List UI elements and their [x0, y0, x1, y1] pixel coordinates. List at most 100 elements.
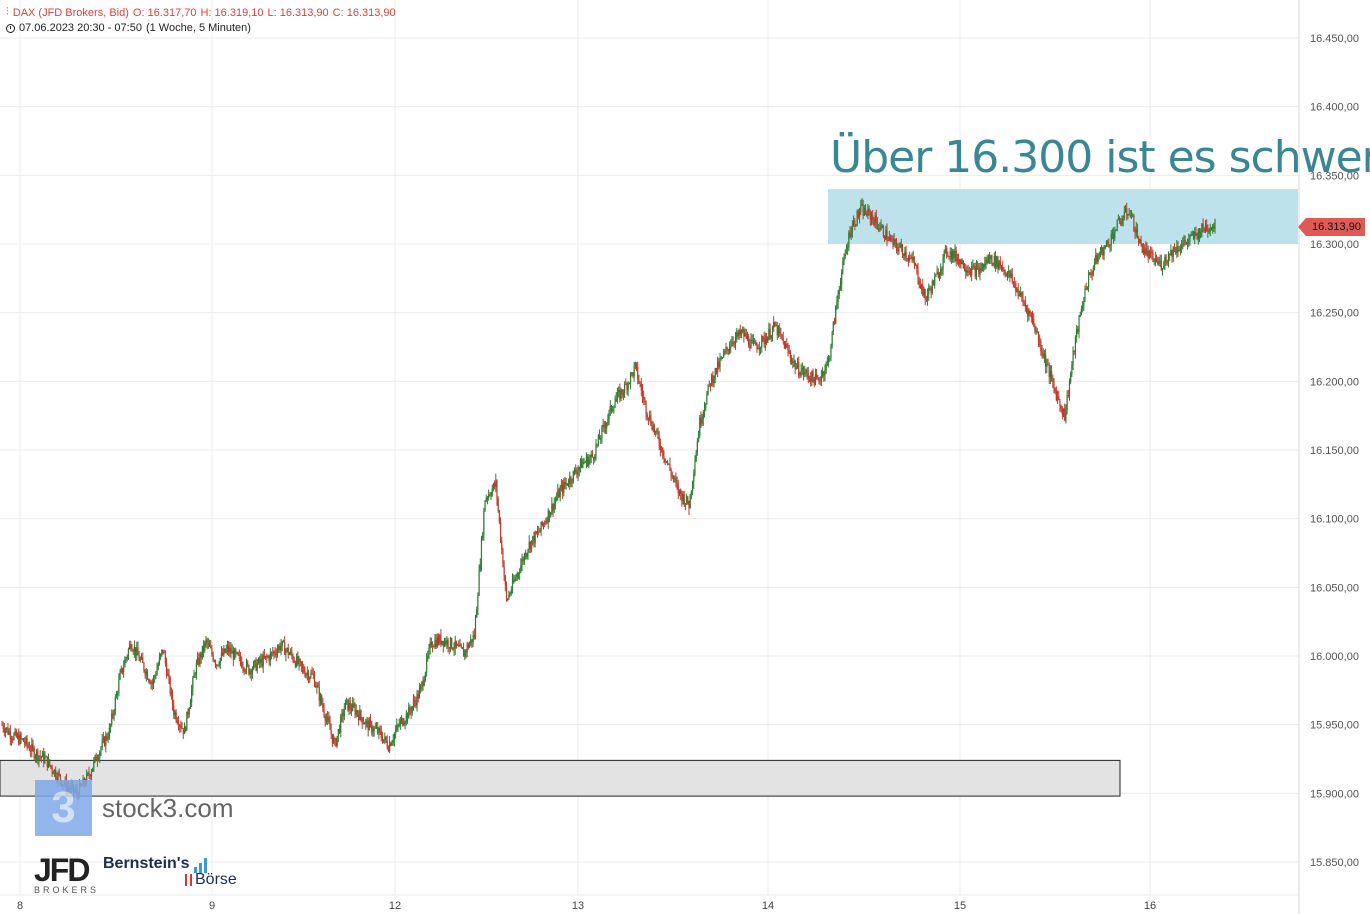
- candle-body: [526, 553, 528, 558]
- candle-body: [1111, 233, 1114, 235]
- candle-body: [1177, 246, 1179, 252]
- candle-body: [947, 254, 949, 256]
- candle-body: [298, 659, 300, 664]
- candle-body: [472, 635, 474, 643]
- candle-body: [1169, 253, 1171, 256]
- candle-body: [1029, 311, 1031, 314]
- candle-body: [378, 728, 380, 733]
- candle-body: [46, 756, 48, 768]
- candle-body: [581, 459, 583, 468]
- candle-body: [40, 756, 42, 758]
- candle-body: [146, 671, 149, 680]
- candle-body: [527, 549, 529, 554]
- candle-body: [1209, 228, 1211, 232]
- candle-body: [918, 280, 920, 285]
- candle-body: [52, 771, 54, 775]
- candle-body: [1151, 252, 1153, 254]
- candle-body: [825, 362, 827, 371]
- candle-body: [160, 653, 162, 658]
- candle-body: [94, 755, 96, 761]
- candle-body: [2, 724, 4, 730]
- candle-body: [180, 725, 182, 728]
- candle-body: [823, 371, 825, 376]
- candle-body: [1065, 409, 1067, 421]
- candle-body: [381, 737, 384, 743]
- candle-body: [1086, 287, 1088, 290]
- x-tick-label: 15: [954, 900, 966, 912]
- candle-body: [1031, 317, 1034, 319]
- candle-body: [650, 415, 652, 425]
- candle-body: [496, 480, 498, 499]
- candle-body: [275, 653, 277, 655]
- candle-body: [307, 672, 310, 680]
- candle-body: [515, 577, 517, 579]
- candle-body: [529, 542, 531, 549]
- candle-body: [544, 523, 546, 525]
- candle-body: [517, 573, 520, 575]
- candle-body: [420, 686, 422, 690]
- candle-body: [241, 661, 243, 668]
- candle-body: [156, 668, 158, 676]
- candle-body: [226, 645, 229, 649]
- candle-body: [819, 380, 821, 382]
- candle-body: [591, 454, 593, 458]
- candle-body: [1176, 246, 1178, 254]
- candle-body: [195, 663, 198, 675]
- candle-body: [1203, 228, 1205, 231]
- candle-body: [750, 339, 752, 349]
- candle-body: [629, 373, 632, 384]
- candle-body: [1067, 394, 1069, 396]
- candle-body: [1004, 269, 1006, 274]
- candle-body: [1198, 229, 1201, 238]
- candle-body: [439, 634, 441, 644]
- stock3-logo: 3: [35, 780, 92, 836]
- candle-body: [44, 757, 46, 763]
- candle-body: [783, 341, 786, 349]
- candle-body: [1008, 271, 1010, 274]
- candle-body: [405, 713, 407, 722]
- candle-body: [1056, 396, 1059, 401]
- candle-body: [968, 271, 970, 273]
- candle-body: [635, 362, 638, 367]
- candle-body: [102, 737, 104, 741]
- candle-body: [832, 321, 834, 333]
- candle-body: [201, 645, 203, 658]
- candle-body: [836, 302, 838, 306]
- candle-body: [864, 208, 867, 215]
- candle-body: [925, 298, 927, 300]
- candle-body: [325, 718, 328, 721]
- candle-body: [660, 447, 663, 451]
- y-tick-label: 16.000,00: [1310, 651, 1359, 663]
- candle-body: [396, 725, 398, 731]
- candle-body: [217, 664, 219, 666]
- candle-body: [1200, 233, 1202, 238]
- candle-body: [1124, 208, 1127, 212]
- candle-body: [757, 347, 759, 350]
- candle-body: [107, 738, 109, 740]
- candle-body: [640, 384, 642, 391]
- candle-body: [564, 482, 566, 485]
- candle-body: [445, 640, 447, 645]
- candle-body: [411, 706, 413, 713]
- candle-body: [627, 382, 629, 390]
- candle-body: [310, 673, 312, 678]
- candle-body: [961, 260, 963, 265]
- candle-body: [731, 341, 733, 347]
- candle-body: [683, 494, 685, 505]
- candle-body: [374, 727, 376, 729]
- candle-body: [421, 681, 423, 687]
- candle-body: [901, 247, 904, 254]
- candle-body: [991, 255, 993, 264]
- candle-body: [645, 401, 647, 415]
- candle-body: [1037, 331, 1040, 341]
- candle-body: [775, 324, 777, 326]
- candle-body: [754, 341, 756, 343]
- candle-body: [117, 693, 119, 695]
- candle-body: [821, 371, 824, 376]
- candle-body: [355, 710, 357, 715]
- candle-body: [900, 244, 902, 248]
- candle-body: [912, 256, 914, 261]
- candle-body: [412, 700, 415, 707]
- candle-body: [782, 338, 784, 342]
- candle-body: [1190, 234, 1192, 236]
